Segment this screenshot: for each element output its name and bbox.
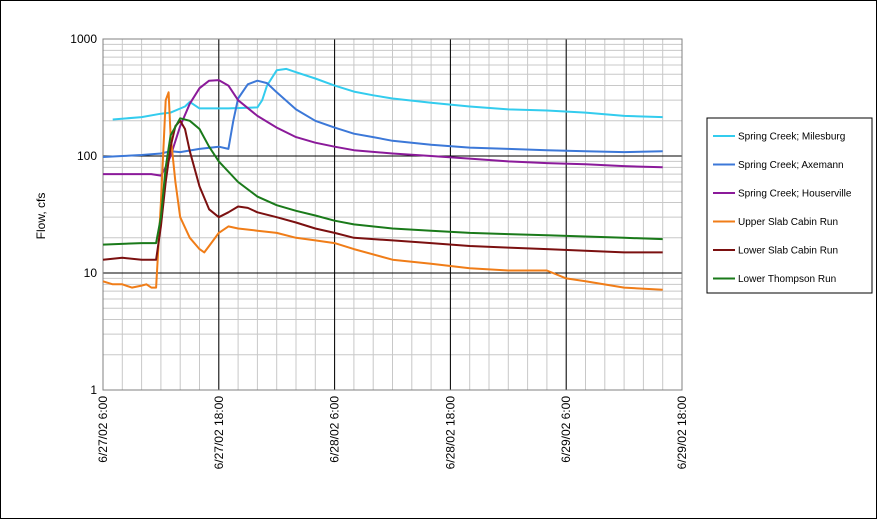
legend-entry: Spring Creek; Axemann: [738, 160, 844, 171]
y-tick-label: 10: [84, 266, 98, 280]
x-tick-label: 6/29/02 18:00: [675, 396, 689, 470]
legend-entry: Spring Creek; Houserville: [738, 189, 852, 200]
minor-gridlines: [103, 39, 682, 390]
legend-entry: Lower Slab Cabin Run: [738, 246, 838, 257]
series-line-lower-slab-cabin-run: [102, 119, 663, 261]
series-line-spring-creek-axemann: [102, 79, 663, 158]
y-tick-label: 100: [77, 149, 97, 163]
legend-entry: Lower Thompson Run: [738, 274, 836, 285]
x-tick-label: 6/27/02 18:00: [212, 396, 226, 470]
major-gridlines: [103, 39, 682, 390]
y-axis-tick-labels: 1 10 100 1000: [70, 32, 97, 397]
legend-entry: Upper Slab Cabin Run: [738, 217, 838, 228]
x-tick-label: 6/28/02 6:00: [328, 396, 342, 463]
legend-box: [706, 117, 873, 294]
legend: Spring Creek; Milesburg Spring Creek; Axe…: [706, 117, 873, 294]
series-line-spring-creek-milesburg: [112, 67, 663, 121]
x-tick-label: 6/28/02 18:00: [443, 396, 457, 470]
y-axis-label: Flow, cfs: [34, 193, 48, 240]
y-tick-label: 1: [90, 383, 97, 397]
plot-border-rect: [102, 38, 683, 391]
y-tick-label: 1000: [70, 32, 97, 46]
series-lines: [102, 67, 663, 291]
series-line-lower-thompson-run: [102, 117, 663, 246]
plot-area-border: [102, 38, 683, 391]
x-axis-tick-labels: 6/27/02 6:00 6/27/02 18:00 6/28/02 6:00 6/2…: [96, 396, 689, 470]
x-tick-label: 6/29/02 6:00: [559, 396, 573, 463]
legend-entry: Spring Creek; Milesburg: [738, 132, 845, 143]
series-line-upper-slab-cabin-run: [102, 91, 663, 291]
x-tick-label: 6/27/02 6:00: [96, 396, 110, 463]
